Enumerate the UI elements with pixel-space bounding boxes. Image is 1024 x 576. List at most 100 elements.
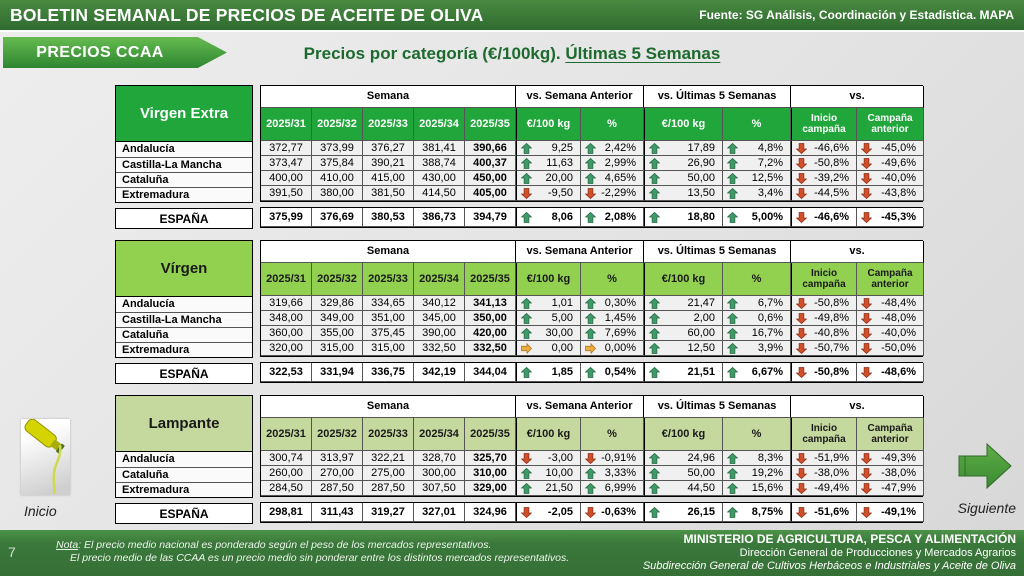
change-value: -49,1%: [881, 505, 916, 518]
trend-up-icon: [649, 467, 660, 479]
change-cell: 7,69%: [581, 326, 644, 341]
total-week-price-cell: 298,81: [261, 503, 312, 522]
change-value: -49,3%: [881, 451, 916, 464]
change-cell: -50,8%: [791, 296, 857, 311]
total-week-price-cell: 386,73: [414, 208, 465, 227]
trend-down-icon: [796, 172, 807, 184]
week-price-cell: 373,47: [261, 156, 312, 171]
week-price-cell: 329,00: [465, 481, 516, 496]
oil-bottle-icon: [24, 418, 65, 495]
total-week-price-cell: 324,96: [465, 503, 516, 522]
change-value: 5,00: [551, 311, 573, 324]
trend-up-icon: [521, 142, 532, 154]
change-value: 30,00: [545, 326, 573, 339]
category-title: Vírgen: [115, 240, 253, 297]
change-value: -49,8%: [814, 311, 849, 324]
change-value: -44,5%: [814, 186, 849, 199]
trend-up-icon: [521, 312, 532, 324]
unit-header: %: [723, 418, 791, 451]
week-price-cell: 328,70: [414, 451, 465, 466]
trend-up-icon: [727, 211, 738, 223]
change-value: 24,96: [687, 451, 715, 464]
week-price-cell: 345,00: [414, 311, 465, 326]
change-value: 2,99%: [604, 156, 636, 169]
trend-up-icon: [521, 467, 532, 479]
change-cell: 21,51: [644, 363, 723, 382]
week-price-cell: 334,65: [363, 296, 414, 311]
change-cell: 6,7%: [723, 296, 791, 311]
week-price-cell: 332,50: [465, 341, 516, 356]
week-price-cell: 373,99: [312, 141, 363, 156]
trend-up-icon: [585, 172, 596, 184]
trend-up-icon: [727, 327, 738, 339]
siguiente-arrow-icon[interactable]: [958, 441, 1012, 491]
change-value: -49,4%: [814, 481, 849, 494]
table-grid-wrap: Semana vs. Semana Anterior vs. Últimas 5 S…: [260, 85, 924, 229]
change-cell: 10,00: [516, 466, 581, 481]
trend-down-icon: [861, 366, 872, 378]
siguiente-link[interactable]: Siguiente: [957, 500, 1016, 516]
price-table-lampante: Lampante Andalucía Cataluña Extremadura ESPA…: [115, 395, 924, 524]
change-value: 13,50: [687, 186, 715, 199]
week-price-cell: 350,00: [465, 311, 516, 326]
olive-oil-image[interactable]: [21, 418, 70, 495]
change-cell: 16,7%: [723, 326, 791, 341]
table-grid-wrap: Semana vs. Semana Anterior vs. Últimas 5 S…: [260, 395, 924, 524]
trend-down-icon: [796, 342, 807, 354]
inicio-link[interactable]: Inicio: [24, 503, 57, 519]
trend-up-icon: [727, 187, 738, 199]
week-price-cell: 307,50: [414, 481, 465, 496]
trend-up-icon: [649, 327, 660, 339]
change-cell: 1,01: [516, 296, 581, 311]
change-cell: 21,47: [644, 296, 723, 311]
total-region-label: ESPAÑA: [115, 208, 253, 229]
trend-up-icon: [649, 482, 660, 494]
change-value: 20,00: [545, 171, 573, 184]
change-cell: 3,33%: [581, 466, 644, 481]
trend-down-icon: [796, 187, 807, 199]
week-price-cell: 315,00: [363, 341, 414, 356]
change-cell: 13,50: [644, 186, 723, 201]
change-cell: -49,1%: [857, 503, 924, 522]
change-value: 7,69%: [604, 326, 636, 339]
change-cell: -45,3%: [857, 208, 924, 227]
change-cell: 26,15: [644, 503, 723, 522]
change-value: 0,30%: [604, 296, 636, 309]
week-price-cell: 376,27: [363, 141, 414, 156]
change-cell: -46,6%: [791, 208, 857, 227]
total-week-price-cell: 394,79: [465, 208, 516, 227]
total-row-grid: 322,53 331,94 336,75 342,19 344,04 1,85 0,54% 2…: [260, 362, 924, 383]
trend-up-icon: [521, 327, 532, 339]
week-price-cell: 410,00: [312, 171, 363, 186]
trend-down-icon: [796, 482, 807, 494]
change-cell: -48,4%: [857, 296, 924, 311]
change-cell: 11,63: [516, 156, 581, 171]
change-value: -50,8%: [814, 156, 849, 169]
change-cell: -40,0%: [857, 326, 924, 341]
change-value: -0,63%: [601, 505, 636, 518]
trend-up-icon: [649, 297, 660, 309]
week-price-cell: 319,66: [261, 296, 312, 311]
trend-down-icon: [861, 211, 872, 223]
trend-up-icon: [585, 366, 596, 378]
week-header: 2025/34: [414, 263, 465, 296]
trend-up-icon: [521, 297, 532, 309]
unit-header: %: [581, 108, 644, 141]
ministry-direction: Dirección General de Producciones y Merc…: [739, 546, 1016, 559]
week-price-cell: 400,00: [261, 171, 312, 186]
table-grid: Semana vs. Semana Anterior vs. Últimas 5 S…: [260, 240, 924, 357]
change-value: -51,6%: [814, 505, 849, 518]
change-cell: 20,00: [516, 171, 581, 186]
subtitle-underlined-text: Últimas 5 Semanas: [565, 44, 721, 63]
change-value: 21,47: [687, 296, 715, 309]
trend-down-icon: [521, 187, 532, 199]
change-cell: -2,05: [516, 503, 581, 522]
unit-header: €/100 kg: [644, 108, 723, 141]
change-value: 21,50: [545, 481, 573, 494]
column-group-header: Semana: [261, 241, 516, 263]
change-value: -3,00: [547, 451, 573, 464]
change-cell: 19,2%: [723, 466, 791, 481]
week-header: 2025/35: [465, 418, 516, 451]
total-week-price-cell: 344,04: [465, 363, 516, 382]
change-cell: 60,00: [644, 326, 723, 341]
